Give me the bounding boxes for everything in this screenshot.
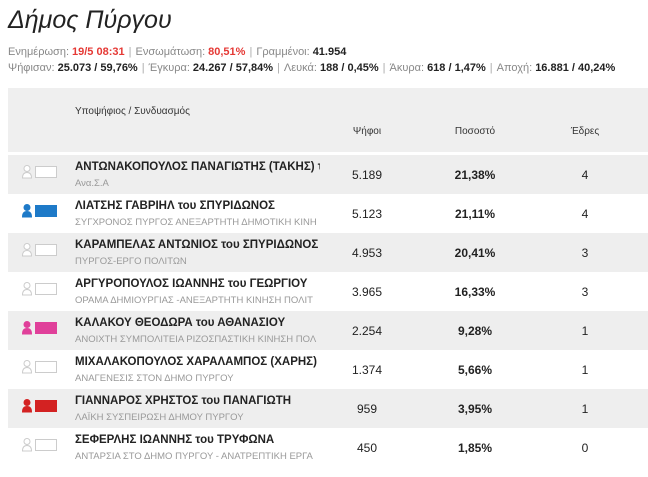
party-name: Ανα.Σ.Α bbox=[75, 178, 109, 189]
status-label: Λευκά: bbox=[283, 62, 317, 74]
votes: 2.254 bbox=[351, 324, 383, 338]
table-header: Υποψήφιος / Συνδυασμός Ψήφοι Ποσοστό Έδρ… bbox=[8, 88, 648, 152]
seats: 3 bbox=[581, 246, 589, 260]
candidate-name: ΑΡΓΥΡΟΠΟΥΛΟΣ ΙΩΑΝΝΗΣ του ΓΕΩΡΓΙΟΥ bbox=[75, 278, 308, 290]
status-label: Ψήφισαν: bbox=[8, 62, 55, 74]
votes: 4.953 bbox=[351, 246, 383, 260]
separator: | bbox=[128, 46, 132, 58]
seats: 4 bbox=[581, 207, 589, 221]
status-value: 19/5 08:31 bbox=[72, 46, 125, 58]
column-header: Υποψήφιος / Συνδυασμός bbox=[75, 106, 190, 117]
column-header: Έδρες bbox=[570, 126, 600, 137]
status-label: Γραμμένοι: bbox=[256, 46, 310, 58]
table-row: ΓΙΑΝΝΑΡΟΣ ΧΡΗΣΤΟΣ του ΠΑΝΑΓΙΩΤΗ ΛΑΪΚΗ ΣΥΣ… bbox=[8, 389, 648, 428]
table-row: ΣΕΦΕΡΛΗΣ ΙΩΑΝΝΗΣ του ΤΡΥΦΩΝΑ ΑΝΤΑΡΣΙΑ ΣΤΟ… bbox=[8, 428, 648, 467]
percent: 9,28% bbox=[457, 324, 493, 338]
votes: 3.965 bbox=[351, 285, 383, 299]
party-name: ΠΥΡΓΟΣ-ΕΡΓΟ ΠΟΛΙΤΩΝ bbox=[75, 256, 187, 267]
column-header: Ψήφοι bbox=[352, 126, 382, 137]
party-name: ΛΑΪΚΗ ΣΥΣΠΕΙΡΩΣΗ ΔΗΜΟΥ ΠΥΡΓΟΥ bbox=[75, 412, 244, 423]
status-label: Ενημέρωση: bbox=[8, 46, 70, 58]
seats: 1 bbox=[581, 324, 589, 338]
votes: 5.123 bbox=[351, 207, 383, 221]
status-label: Έγκυρα: bbox=[148, 62, 190, 74]
percent: 1,85% bbox=[457, 441, 493, 455]
seats: 0 bbox=[581, 441, 589, 455]
party-icon bbox=[22, 204, 57, 218]
percent: 20,41% bbox=[454, 246, 496, 260]
separator: | bbox=[249, 46, 253, 58]
status-value: 41.954 bbox=[312, 46, 347, 58]
candidate-name: ΜΙΧΑΛΑΚΟΠΟΥΛΟΣ ΧΑΡΑΛΑΜΠΟΣ (ΧΑΡΗΣ) τ bbox=[75, 356, 320, 368]
status-value: 618 / 1,47% bbox=[427, 62, 486, 74]
title: Δήμος Πύργου bbox=[8, 6, 172, 34]
party-icon bbox=[22, 360, 57, 374]
status-value: 80,51% bbox=[208, 46, 246, 58]
status-label: Αποχή: bbox=[496, 62, 533, 74]
votes: 450 bbox=[356, 441, 378, 455]
percent: 16,33% bbox=[454, 285, 496, 299]
seats: 4 bbox=[581, 168, 589, 182]
seats: 3 bbox=[581, 285, 589, 299]
table-row: ΚΑΛΑΚΟΥ ΘΕΟΔΩΡΑ του ΑΘΑΝΑΣΙΟΥ ΑΝΟΙΧΤΗ ΣΥΜ… bbox=[8, 311, 648, 350]
status-line: Ενημέρωση: 19/5 08:31 | Ενσωμάτωση: 80,51% | Γ… bbox=[8, 46, 346, 58]
separator: | bbox=[489, 62, 493, 74]
votes: 1.374 bbox=[351, 363, 383, 377]
candidate-name: ΑΝΤΩΝΑΚΟΠΟΥΛΟΣ ΠΑΝΑΓΙΩΤΗΣ (ΤΑΚΗΣ) του bbox=[75, 161, 320, 173]
status-label: Ενσωμάτωση: bbox=[135, 46, 206, 58]
party-name: ΣΥΓΧΡΟΝΟΣ ΠΥΡΓΟΣ ΑΝΕΞΑΡΤΗΤΗ ΔΗΜΟΤΙΚΗ ΚΙΝ… bbox=[75, 217, 317, 228]
status-value: 188 / 0,45% bbox=[319, 62, 379, 74]
status-value: 24.267 / 57,84% bbox=[192, 62, 274, 74]
votes: 959 bbox=[356, 402, 378, 416]
party-icon bbox=[22, 282, 57, 296]
party-icon bbox=[22, 243, 57, 257]
percent: 5,66% bbox=[457, 363, 493, 377]
party-icon bbox=[22, 438, 57, 452]
separator: | bbox=[277, 62, 280, 74]
table-row: ΜΙΧΑΛΑΚΟΠΟΥΛΟΣ ΧΑΡΑΛΑΜΠΟΣ (ΧΑΡΗΣ) τ ΑΝΑΓΕ… bbox=[8, 350, 648, 389]
table-row: ΑΡΓΥΡΟΠΟΥΛΟΣ ΙΩΑΝΝΗΣ του ΓΕΩΡΓΙΟΥ ΟΡΑΜΑ Δ… bbox=[8, 272, 648, 311]
candidate-name: ΚΑΛΑΚΟΥ ΘΕΟΔΩΡΑ του ΑΘΑΝΑΣΙΟΥ bbox=[75, 317, 286, 329]
party-icon bbox=[22, 165, 57, 179]
candidate-name: ΚΑΡΑΜΠΕΛΑΣ ΑΝΤΩΝΙΟΣ του ΣΠΥΡΙΔΩΝΟΣ bbox=[75, 239, 319, 251]
status-label: Άκυρα: bbox=[389, 62, 425, 74]
candidate-name: ΛΙΑΤΣΗΣ ΓΑΒΡΙΗΛ του ΣΠΥΡΙΔΩΝΟΣ bbox=[75, 200, 275, 212]
votes: 5.189 bbox=[351, 168, 383, 182]
seats: 1 bbox=[581, 363, 589, 377]
status-line: Ψήφισαν: 25.073 / 59,76% | Έγκυρα: 24.267 / … bbox=[8, 62, 615, 74]
party-icon bbox=[22, 321, 57, 335]
status-value: 25.073 / 59,76% bbox=[57, 62, 138, 74]
column-header: Ποσοστό bbox=[454, 126, 496, 137]
party-name: ΑΝΤΑΡΣΙΑ ΣΤΟ ΔΗΜΟ ΠΥΡΓΟΥ - ΑΝΑΤΡΕΠΤΙΚΗ Ε… bbox=[75, 451, 313, 462]
percent: 3,95% bbox=[457, 402, 493, 416]
candidate-name: ΣΕΦΕΡΛΗΣ ΙΩΑΝΝΗΣ του ΤΡΥΦΩΝΑ bbox=[75, 434, 275, 446]
party-name: ΟΡΑΜΑ ΔΗΜΙΟΥΡΓΙΑΣ -ΑΝΕΞΑΡΤΗΤΗ ΚΙΝΗΣΗ ΠΟΛ… bbox=[75, 295, 313, 306]
table-row: ΚΑΡΑΜΠΕΛΑΣ ΑΝΤΩΝΙΟΣ του ΣΠΥΡΙΔΩΝΟΣ ΠΥΡΓΟΣ… bbox=[8, 233, 648, 272]
party-name: ΑΝΑΓΕΝΕΣΙΣ ΣΤΟΝ ΔΗΜΟ ΠΥΡΓΟΥ bbox=[75, 373, 234, 384]
status-value: 16.881 / 40,24% bbox=[535, 62, 616, 74]
separator: | bbox=[382, 62, 386, 74]
seats: 1 bbox=[581, 402, 589, 416]
party-icon bbox=[22, 399, 57, 413]
table-row: ΑΝΤΩΝΑΚΟΠΟΥΛΟΣ ΠΑΝΑΓΙΩΤΗΣ (ΤΑΚΗΣ) του Ανα… bbox=[8, 155, 648, 194]
table-row: ΛΙΑΤΣΗΣ ΓΑΒΡΙΗΛ του ΣΠΥΡΙΔΩΝΟΣ ΣΥΓΧΡΟΝΟΣ … bbox=[8, 194, 648, 233]
percent: 21,38% bbox=[454, 168, 496, 182]
percent: 21,11% bbox=[454, 207, 496, 221]
candidate-name: ΓΙΑΝΝΑΡΟΣ ΧΡΗΣΤΟΣ του ΠΑΝΑΓΙΩΤΗ bbox=[75, 395, 292, 407]
separator: | bbox=[141, 62, 145, 74]
party-name: ΑΝΟΙΧΤΗ ΣΥΜΠΟΛΙΤΕΙΑ ΡΙΖΟΣΠΑΣΤΙΚΗ ΚΙΝΗΣΗ … bbox=[75, 334, 317, 345]
